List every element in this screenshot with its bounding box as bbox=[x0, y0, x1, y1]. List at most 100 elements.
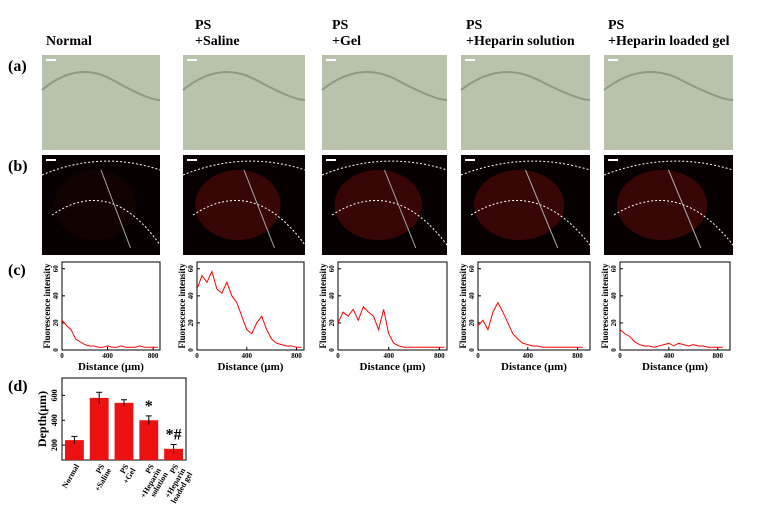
intensity-line bbox=[619, 329, 723, 348]
column-header: PS +Saline bbox=[195, 18, 240, 49]
column-header: PS +Heparin loaded gel bbox=[608, 18, 730, 49]
significance-mark: * bbox=[145, 398, 153, 415]
row-label: (b) bbox=[8, 158, 28, 175]
fluorescence-image bbox=[42, 155, 160, 255]
y-tick-label: 60 bbox=[52, 265, 60, 273]
y-axis-label: Fluorescence intensity bbox=[177, 263, 187, 349]
plot-frame bbox=[477, 261, 591, 351]
tissue-boundary bbox=[41, 160, 161, 176]
fluorescence-signal bbox=[616, 170, 708, 240]
profile-arrow bbox=[384, 169, 417, 249]
x-tick-label: 0 bbox=[618, 352, 622, 360]
y-axis-label: Fluorescence intensity bbox=[458, 263, 468, 349]
intensity-line bbox=[196, 270, 302, 348]
y-tick-label: 400 bbox=[50, 414, 59, 426]
y-tick-label: 60 bbox=[468, 265, 476, 273]
y-tick-label: 60 bbox=[328, 265, 336, 273]
x-axis-label: Distance (µm) bbox=[501, 361, 567, 373]
y-tick-label: 20 bbox=[468, 319, 476, 327]
significance-mark: *# bbox=[166, 426, 182, 443]
brightfield-image bbox=[604, 55, 733, 150]
column-header: PS +Gel bbox=[332, 18, 361, 49]
x-tick-label: 400 bbox=[523, 352, 534, 360]
x-tick-label: 400 bbox=[102, 352, 113, 360]
intensity-line bbox=[477, 301, 583, 348]
y-tick-label: 20 bbox=[187, 319, 195, 327]
intensity-line bbox=[61, 319, 158, 348]
tissue-boundary bbox=[321, 160, 448, 176]
fluorescence-signal bbox=[473, 170, 565, 240]
x-tick-label: 0 bbox=[60, 352, 64, 360]
x-tick-label: 400 bbox=[383, 352, 394, 360]
column-header: PS +Heparin solution bbox=[466, 18, 575, 49]
y-tick-label: 20 bbox=[52, 319, 60, 327]
y-tick-label: 60 bbox=[610, 265, 618, 273]
y-tick-label: 40 bbox=[468, 292, 476, 300]
tissue-boundary bbox=[51, 200, 161, 246]
tissue-outline bbox=[603, 71, 734, 101]
profile-arrow bbox=[243, 169, 275, 249]
y-tick-label: 0 bbox=[328, 348, 336, 352]
y-tick-label: 40 bbox=[610, 292, 618, 300]
x-axis-label: Distance (µm) bbox=[642, 361, 708, 373]
bar bbox=[139, 420, 159, 460]
y-tick-label: 600 bbox=[50, 389, 59, 401]
brightfield-image bbox=[461, 55, 590, 150]
y-tick-label: 60 bbox=[187, 265, 195, 273]
fluorescence-signal bbox=[53, 170, 137, 240]
x-axis-label: Distance (µm) bbox=[360, 361, 426, 373]
y-tick-label: 20 bbox=[610, 319, 618, 327]
x-tick-label: 800 bbox=[291, 352, 302, 360]
intensity-line bbox=[337, 305, 445, 348]
x-tick-label: 400 bbox=[242, 352, 253, 360]
tissue-boundary bbox=[603, 160, 734, 176]
tissue-boundary bbox=[192, 200, 306, 246]
tissue-outline bbox=[321, 71, 448, 101]
plot-frame bbox=[619, 261, 731, 351]
y-axis-label: Fluorescence intensity bbox=[42, 263, 52, 349]
profile-arrow bbox=[100, 169, 131, 249]
column-header: Normal bbox=[46, 34, 92, 49]
profile-arrow bbox=[525, 169, 559, 249]
plot-frame bbox=[61, 261, 161, 351]
y-tick-label: 0 bbox=[610, 348, 618, 352]
x-axis-label: Distance (µm) bbox=[218, 361, 284, 373]
tissue-outline bbox=[460, 71, 591, 101]
x-tick-label: 800 bbox=[572, 352, 583, 360]
tissue-outline bbox=[41, 71, 161, 101]
tissue-boundary bbox=[331, 200, 448, 246]
y-tick-label: 0 bbox=[468, 348, 476, 352]
y-tick-label: 0 bbox=[52, 348, 60, 352]
plot-frame bbox=[337, 261, 448, 351]
bar bbox=[114, 402, 134, 460]
y-axis-label: Fluorescence intensity bbox=[318, 263, 328, 349]
y-tick-label: 0 bbox=[187, 348, 195, 352]
y-tick-label: 20 bbox=[328, 319, 336, 327]
x-tick-label: 800 bbox=[148, 352, 159, 360]
brightfield-image bbox=[42, 55, 160, 150]
brightfield-image bbox=[183, 55, 305, 150]
bar bbox=[89, 397, 109, 460]
y-tick-label: 40 bbox=[187, 292, 195, 300]
row-label: (a) bbox=[8, 58, 27, 75]
x-tick-label: 0 bbox=[195, 352, 199, 360]
x-axis-label: Distance (µm) bbox=[78, 361, 144, 373]
row-label: (c) bbox=[8, 262, 26, 279]
y-tick-label: 200 bbox=[50, 439, 59, 451]
fluorescence-signal bbox=[195, 170, 281, 240]
y-tick-label: 40 bbox=[328, 292, 336, 300]
row-label: (d) bbox=[8, 378, 28, 395]
brightfield-image bbox=[322, 55, 447, 150]
x-tick-label: 800 bbox=[434, 352, 445, 360]
tissue-boundary bbox=[460, 160, 591, 176]
x-tick-label: 0 bbox=[476, 352, 480, 360]
fluorescence-signal bbox=[334, 170, 422, 240]
bar bbox=[64, 440, 84, 460]
x-tick-label: 800 bbox=[713, 352, 724, 360]
tissue-boundary bbox=[613, 200, 734, 246]
y-axis-label: Fluorescence intensity bbox=[600, 263, 610, 349]
x-tick-label: 0 bbox=[336, 352, 340, 360]
tissue-boundary bbox=[470, 200, 591, 246]
